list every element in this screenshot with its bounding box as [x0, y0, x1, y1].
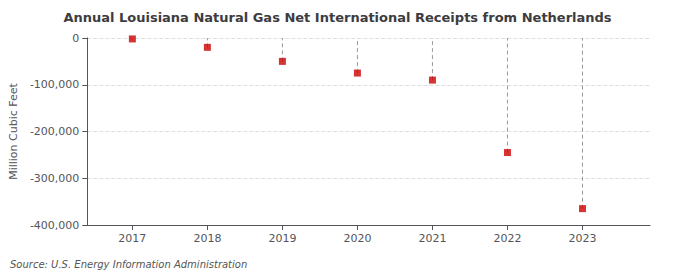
svg-text:-300,000: -300,000 [30, 172, 79, 185]
svg-text:2018: 2018 [193, 232, 221, 245]
svg-text:2017: 2017 [118, 232, 146, 245]
svg-text:Annual Louisiana Natural Gas N: Annual Louisiana Natural Gas Net Interna… [63, 10, 611, 25]
svg-text:-200,000: -200,000 [30, 125, 79, 138]
svg-text:Source: U.S. Energy Informatio: Source: U.S. Energy Information Administ… [10, 259, 247, 270]
svg-text:2023: 2023 [568, 232, 596, 245]
svg-text:0: 0 [72, 32, 79, 45]
svg-text:2022: 2022 [493, 232, 521, 245]
svg-text:-100,000: -100,000 [30, 78, 79, 91]
svg-text:2019: 2019 [268, 232, 296, 245]
svg-text:2020: 2020 [343, 232, 371, 245]
svg-text:-400,000: -400,000 [30, 219, 79, 232]
svg-text:Million Cubic Feet: Million Cubic Feet [7, 82, 20, 179]
svg-text:2021: 2021 [418, 232, 446, 245]
